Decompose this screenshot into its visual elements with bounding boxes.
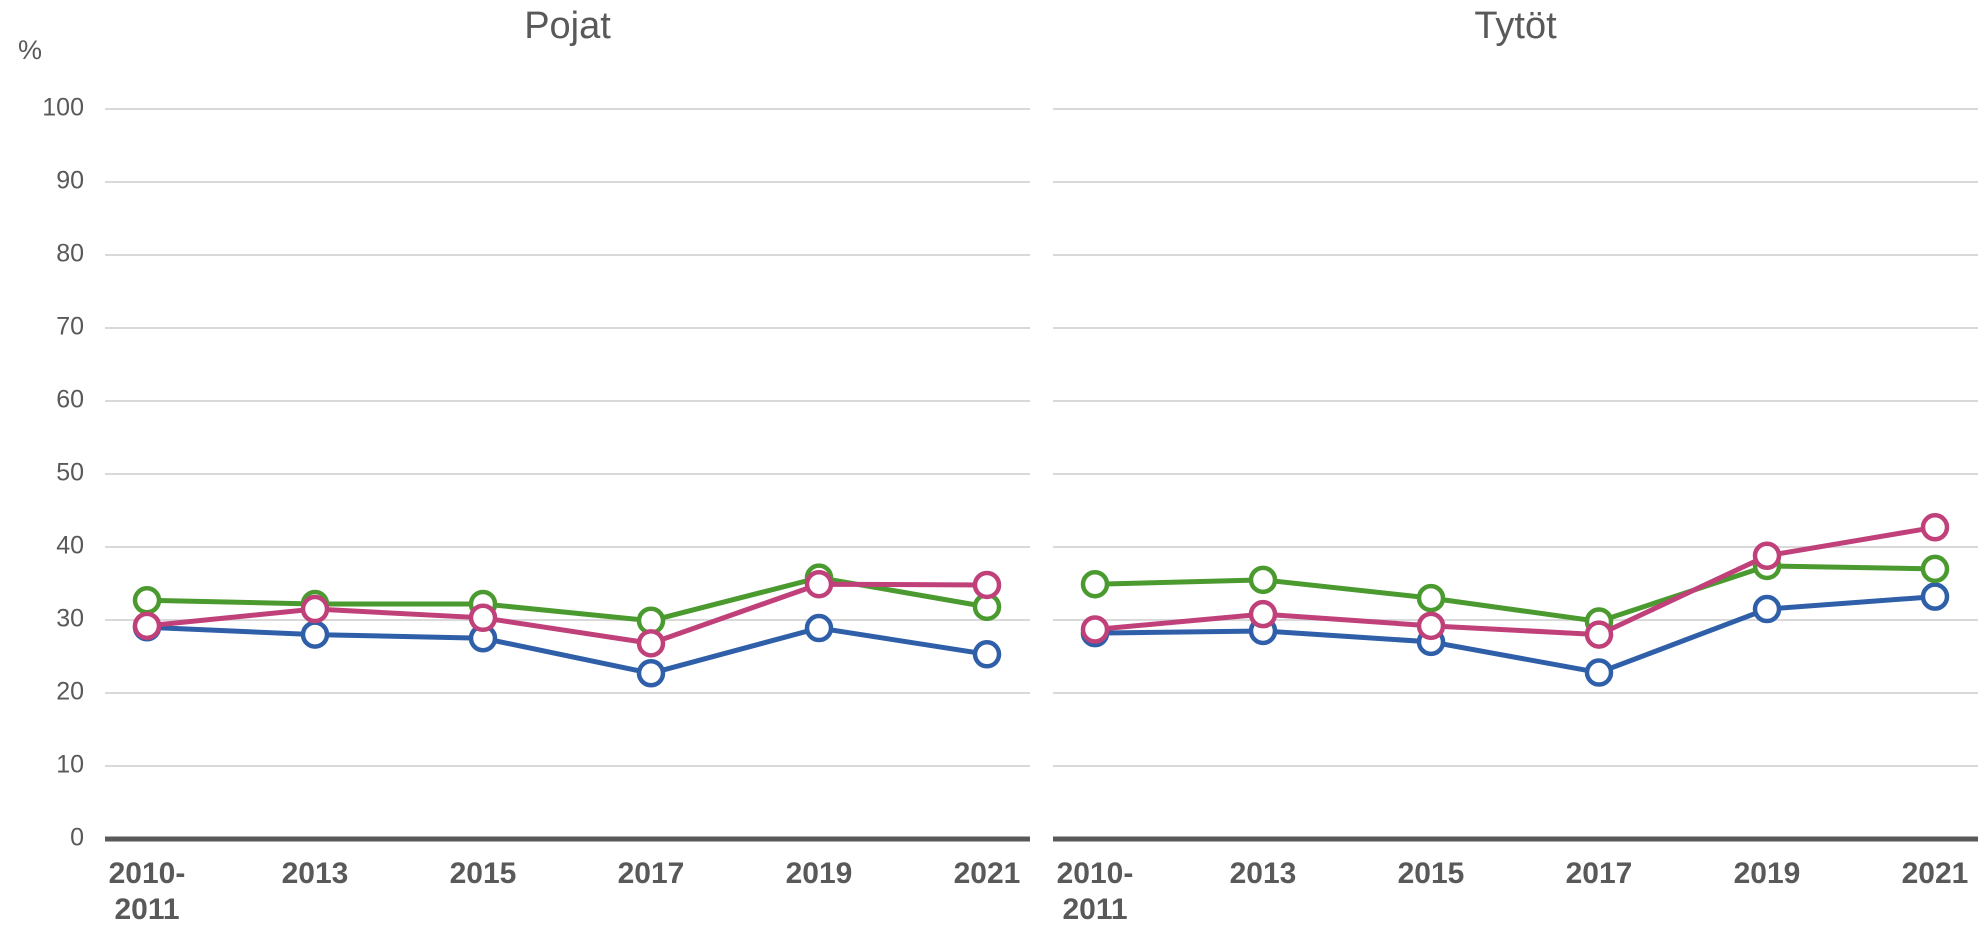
marker bbox=[1416, 611, 1446, 641]
y-tick-label: 70 bbox=[56, 313, 84, 341]
marker bbox=[804, 613, 834, 643]
marker bbox=[636, 659, 666, 688]
y-tick-label: 40 bbox=[56, 532, 84, 560]
y-tick-label: 90 bbox=[56, 167, 84, 195]
marker bbox=[300, 594, 330, 624]
marker bbox=[132, 586, 162, 615]
y-tick-label: 60 bbox=[56, 386, 84, 414]
series-line bbox=[1094, 563, 1936, 625]
marker bbox=[1248, 599, 1278, 629]
y-axis-label: % bbox=[18, 35, 42, 65]
marker bbox=[1752, 594, 1782, 624]
x-tick-label: 2013 bbox=[1229, 857, 1297, 890]
marker bbox=[636, 629, 666, 658]
marker bbox=[972, 640, 1002, 669]
y-tick-label: 80 bbox=[56, 240, 84, 268]
panel-title: Tytöt bbox=[1474, 5, 1557, 47]
marker bbox=[1920, 554, 1950, 584]
marker bbox=[468, 603, 498, 633]
marker bbox=[1080, 615, 1110, 644]
marker bbox=[1248, 565, 1278, 595]
x-tick-label: 2010- 2011 bbox=[1056, 857, 1134, 926]
x-tick-label: 2010- 2011 bbox=[108, 857, 186, 926]
y-tick-label: 30 bbox=[56, 605, 84, 633]
y-tick-label: 0 bbox=[70, 824, 84, 852]
marker bbox=[1584, 620, 1614, 649]
marker bbox=[972, 570, 1002, 600]
marker bbox=[1920, 582, 1950, 611]
marker bbox=[1584, 658, 1614, 687]
y-tick-label: 100 bbox=[42, 94, 84, 122]
marker bbox=[132, 611, 162, 641]
x-tick-label: 2021 bbox=[1901, 857, 1969, 890]
marker bbox=[1920, 513, 1950, 542]
marker bbox=[1416, 583, 1446, 613]
x-tick-label: 2019 bbox=[785, 857, 853, 890]
x-tick-label: 2015 bbox=[449, 857, 517, 890]
x-tick-label: 2017 bbox=[617, 857, 685, 890]
x-tick-label: 2019 bbox=[1733, 857, 1801, 890]
series-line bbox=[146, 581, 988, 646]
x-tick-label: 2013 bbox=[281, 857, 349, 890]
y-tick-label: 10 bbox=[56, 751, 84, 779]
y-tick-label: 50 bbox=[56, 459, 84, 487]
series-line bbox=[146, 624, 988, 676]
x-tick-label: 2021 bbox=[953, 857, 1021, 890]
series-line bbox=[1094, 594, 1936, 676]
series-line bbox=[1094, 524, 1936, 638]
marker bbox=[1752, 541, 1782, 571]
marker bbox=[804, 569, 834, 599]
marker bbox=[1080, 569, 1110, 599]
marker bbox=[300, 620, 330, 649]
y-tick-label: 20 bbox=[56, 678, 84, 706]
x-tick-label: 2015 bbox=[1397, 857, 1465, 890]
panel-title: Pojat bbox=[524, 5, 611, 47]
x-tick-label: 2017 bbox=[1565, 857, 1633, 890]
